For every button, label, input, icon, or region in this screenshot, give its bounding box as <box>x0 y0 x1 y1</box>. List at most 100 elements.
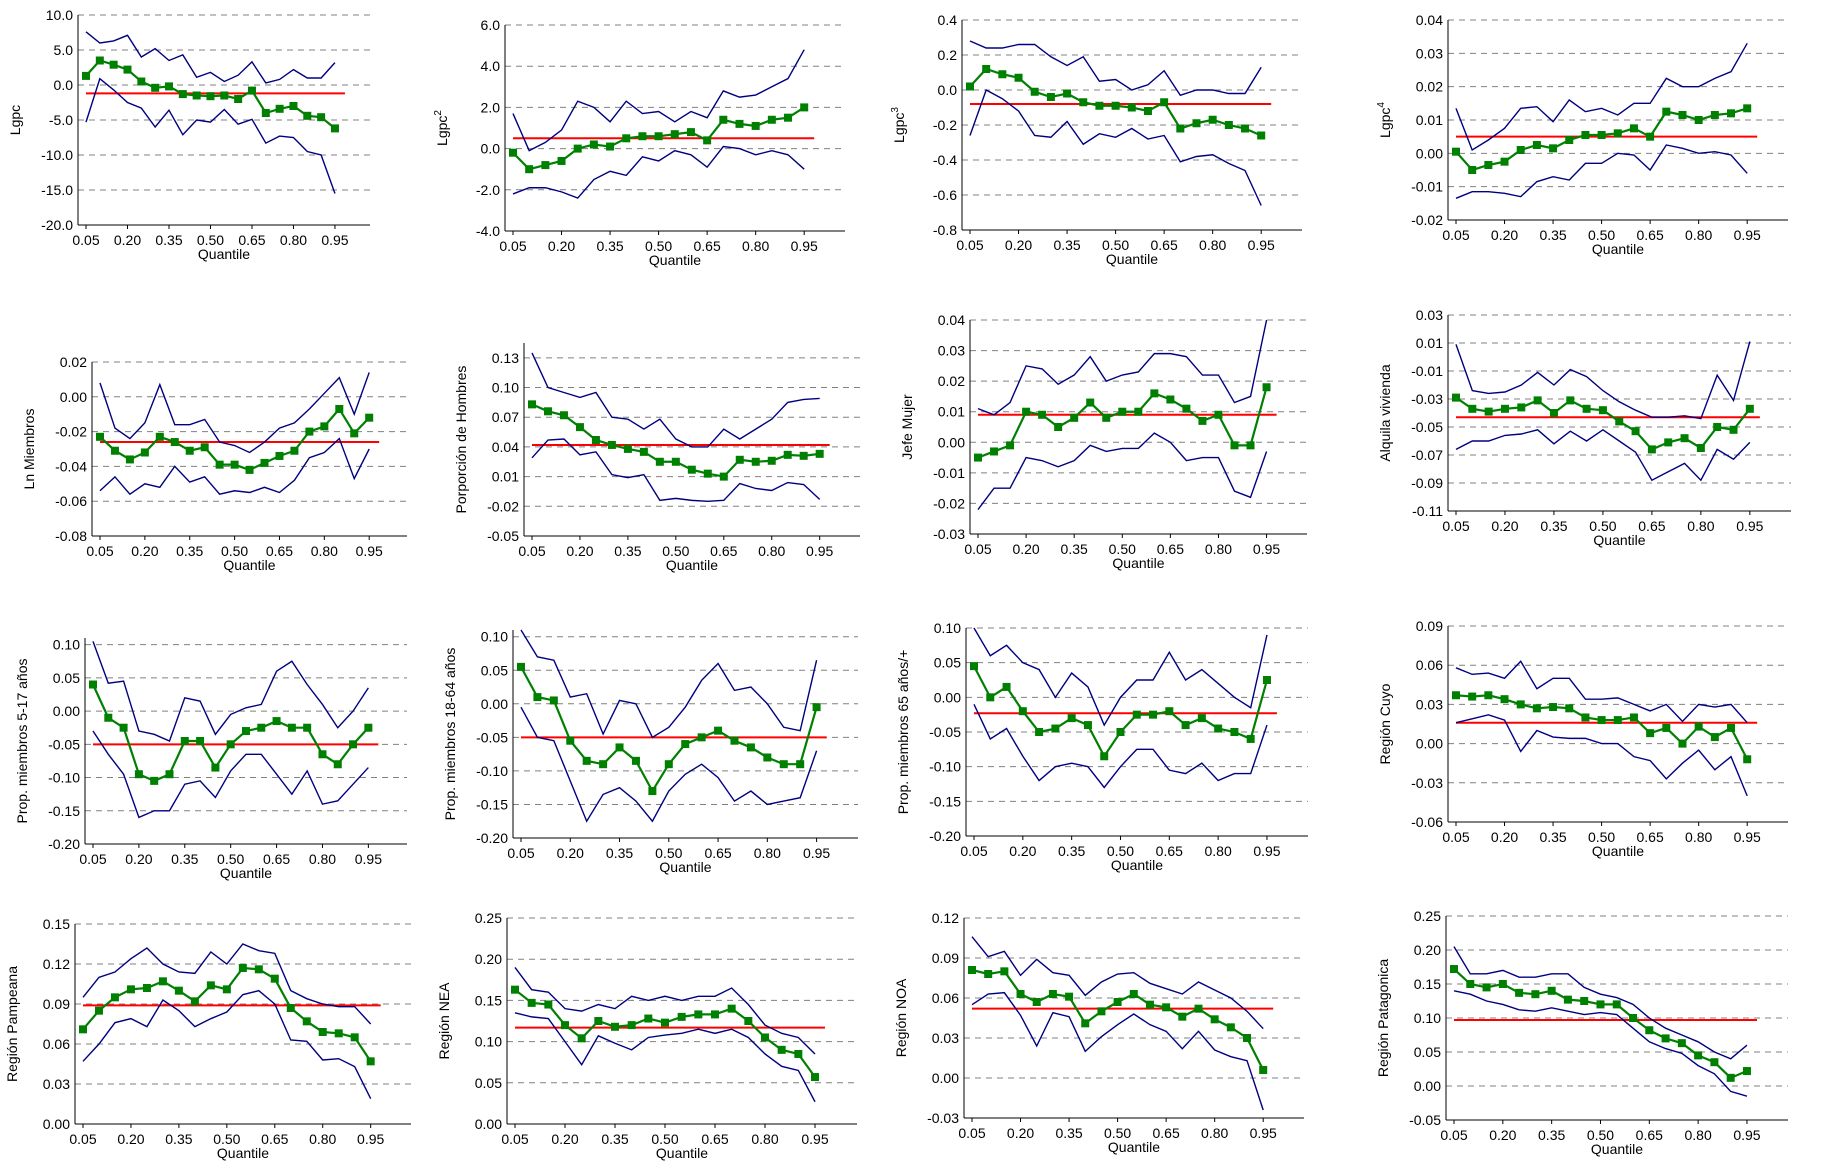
y-tick-label: -0.2 <box>933 117 957 133</box>
estimate-point <box>528 400 536 409</box>
estimate-point <box>1710 733 1719 742</box>
estimate-point <box>1000 967 1009 976</box>
estimate-point <box>541 161 550 170</box>
x-tick-label: 0.50 <box>1107 843 1134 859</box>
estimate-point <box>761 1033 769 1042</box>
x-tick-label: 0.50 <box>1104 1125 1131 1141</box>
y-tick-label: 0.4 <box>938 12 958 28</box>
estimate-point <box>661 1018 669 1027</box>
y-axis-label: Prop. miembros 18-64 años <box>442 648 458 821</box>
x-tick-label: 0.35 <box>176 543 203 559</box>
y-tick-label: -0.11 <box>1412 503 1443 519</box>
y-tick-label: -0.4 <box>933 152 957 168</box>
estimate-point <box>1696 444 1705 452</box>
estimate-point <box>1038 410 1047 419</box>
y-tick-label: 6.0 <box>481 17 501 33</box>
estimate-point <box>746 743 755 752</box>
x-tick-label: 0.95 <box>1248 237 1275 253</box>
estimate-point <box>320 422 329 431</box>
estimate-point <box>561 1021 569 1030</box>
lower-bound-line <box>92 730 369 819</box>
estimate-point <box>1582 404 1591 413</box>
x-tick-label: 0.95 <box>806 543 833 559</box>
y-tick-label: 0.0 <box>481 141 501 157</box>
estimate-point <box>1132 710 1141 719</box>
x-tick-label: 0.05 <box>958 1125 985 1141</box>
x-tick-label: 0.05 <box>960 843 987 859</box>
estimate-point <box>1102 413 1111 422</box>
estimate-point <box>1097 1007 1106 1016</box>
estimate-point <box>1262 676 1271 684</box>
y-tick-label: 0.06 <box>43 1036 70 1052</box>
upper-bound-line <box>969 40 1262 97</box>
estimate-point <box>990 447 999 456</box>
estimate-point <box>150 776 159 785</box>
x-tick-label: 0.50 <box>197 232 224 248</box>
x-tick-label: 0.80 <box>751 1131 778 1147</box>
estimate-point <box>1214 724 1223 733</box>
estimate-point <box>1484 691 1493 700</box>
x-tick-label: 0.95 <box>321 232 348 248</box>
x-tick-label: 0.80 <box>280 232 307 248</box>
estimate-point <box>303 723 312 732</box>
y-tick-label: 0.01 <box>938 404 965 420</box>
estimate-point <box>517 662 525 671</box>
x-tick-label: 0.05 <box>1442 227 1469 243</box>
x-tick-label: 0.35 <box>1061 541 1088 557</box>
x-axis-label: Quantile <box>217 1145 269 1161</box>
estimate-point <box>1181 721 1190 730</box>
x-tick-label: 0.65 <box>1151 237 1178 253</box>
estimate-point <box>796 760 805 769</box>
estimate-point <box>1581 713 1590 722</box>
estimate-point <box>1118 407 1127 416</box>
upper-bound-line <box>1455 660 1748 724</box>
estimate-point <box>1598 406 1607 415</box>
estimate-point <box>247 86 256 95</box>
estimate-point <box>222 985 231 994</box>
estimate-point <box>1065 992 1074 1001</box>
estimate-point <box>1466 980 1475 988</box>
y-tick-label: -0.01 <box>1411 363 1443 379</box>
estimate-point <box>533 693 542 702</box>
estimate-point <box>1032 998 1041 1006</box>
y-tick-label: -0.06 <box>1411 814 1443 830</box>
estimate-point <box>1516 146 1525 154</box>
estimate-point <box>557 156 566 165</box>
estimate-point <box>1645 1026 1654 1035</box>
x-tick-label: 0.50 <box>645 238 672 254</box>
estimate-point <box>799 451 808 460</box>
estimate-point <box>767 456 776 465</box>
estimate-point <box>349 740 358 749</box>
estimate-point <box>986 693 995 702</box>
estimate-point <box>751 457 760 466</box>
estimate-point <box>812 703 821 712</box>
y-axis-label: Lgpc3 <box>890 107 907 143</box>
estimate-point <box>178 90 187 99</box>
lower-bound-line <box>973 703 1268 789</box>
estimate-point <box>697 733 706 742</box>
x-tick-label: 0.50 <box>1589 518 1616 534</box>
x-tick-label: 0.20 <box>131 543 158 559</box>
estimate-point <box>286 1004 295 1012</box>
estimate-point <box>677 1012 686 1021</box>
estimate-point <box>1197 714 1206 723</box>
x-tick-label: 0.65 <box>1156 843 1183 859</box>
estimate-point <box>123 65 132 74</box>
x-tick-label: 0.05 <box>1440 1127 1467 1143</box>
x-tick-label: 0.80 <box>1199 237 1226 253</box>
estimate-point <box>589 140 598 149</box>
x-tick-label: 0.20 <box>1012 541 1039 557</box>
x-tick-label: 0.65 <box>1636 1127 1663 1143</box>
x-tick-label: 0.50 <box>651 1131 678 1147</box>
estimate-point <box>655 457 664 466</box>
y-tick-label: -0.05 <box>1409 1112 1441 1128</box>
x-tick-label: 0.65 <box>701 1131 728 1147</box>
x-tick-label: 0.20 <box>566 543 593 559</box>
estimate-point <box>1517 403 1526 412</box>
x-tick-label: 0.65 <box>1637 227 1664 243</box>
x-tick-label: 0.80 <box>1205 541 1232 557</box>
estimate-point <box>137 77 146 86</box>
lower-bound-line <box>971 991 1264 1111</box>
estimate-point <box>330 124 339 133</box>
estimate-point <box>1116 728 1125 736</box>
